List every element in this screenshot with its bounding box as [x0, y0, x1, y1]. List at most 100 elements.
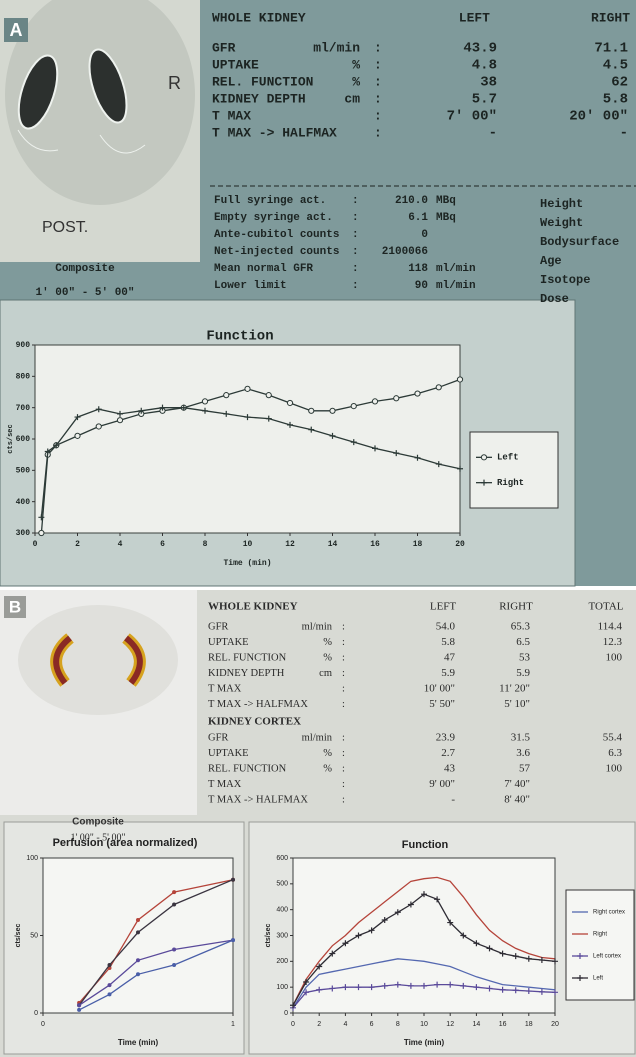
data-point — [77, 1003, 81, 1007]
y-tick-label: 500 — [276, 881, 288, 888]
panel-label: B — [9, 597, 21, 616]
separator-colon: : — [342, 668, 345, 679]
table-header: RIGHT — [591, 10, 630, 25]
scan-side: R — [168, 73, 181, 93]
y-tick-label: 0 — [34, 1010, 38, 1017]
info-label: Full syringe act. — [214, 195, 326, 207]
info-field: Isotope — [540, 273, 590, 287]
x-tick-label: 0 — [33, 540, 38, 549]
cell-value: 47 — [444, 652, 456, 664]
x-axis-label: Time (min) — [223, 559, 271, 568]
x-axis-label: Time (min) — [118, 1038, 159, 1047]
cell-value: 7' 00" — [447, 109, 497, 125]
cell-value: 2.7 — [441, 747, 455, 759]
cell-value: 7' 40" — [504, 778, 530, 790]
info-field: Age — [540, 254, 562, 268]
row-label: KIDNEY DEPTH — [212, 91, 306, 106]
cell-value: 100 — [606, 652, 623, 664]
row-label: T MAX — [208, 779, 242, 790]
scan-time: 1' 00" - 5' 00" — [35, 287, 134, 299]
chart-title: Function — [402, 839, 449, 851]
row-unit: ml/min — [313, 40, 360, 55]
separator-colon: : — [374, 40, 382, 55]
x-tick-label: 16 — [499, 1021, 507, 1028]
data-point — [309, 408, 314, 413]
data-point — [108, 983, 112, 987]
y-axis-label: cts/sec — [7, 424, 15, 453]
legend-label: Right — [497, 478, 524, 488]
cell-value: 100 — [606, 763, 623, 775]
data-point — [231, 878, 235, 882]
cell-value: 5.8 — [603, 92, 628, 108]
separator-colon: : — [374, 91, 382, 106]
y-tick-label: 100 — [276, 984, 288, 991]
x-tick-label: 6 — [370, 1021, 374, 1028]
info-value: 0 — [421, 229, 428, 241]
y-tick-label: 500 — [16, 466, 31, 475]
cell-value: 23.9 — [436, 732, 456, 744]
cell-value: 3.6 — [516, 747, 530, 759]
x-tick-label: 12 — [285, 540, 295, 549]
separator-colon: : — [342, 748, 345, 759]
x-tick-label: 20 — [455, 540, 465, 549]
row-unit: cm — [319, 668, 332, 679]
row-unit: ml/min — [302, 732, 333, 743]
y-tick-label: 200 — [276, 958, 288, 965]
scan-shadow — [18, 605, 178, 715]
separator-colon: : — [342, 652, 345, 663]
y-tick-label: 300 — [276, 932, 288, 939]
info-label: Net-injected counts — [214, 246, 339, 258]
row-label: UPTAKE — [212, 57, 259, 72]
row-label: REL. FUNCTION — [208, 763, 287, 774]
cell-value: 55.4 — [603, 732, 623, 744]
separator-colon: : — [352, 195, 359, 207]
row-unit: % — [323, 637, 332, 648]
data-point — [39, 530, 44, 535]
separator-colon: : — [342, 683, 345, 694]
cell-value: 62 — [611, 75, 628, 91]
table-header: KIDNEY CORTEX — [208, 716, 301, 728]
cell-value: 38 — [480, 75, 497, 91]
cell-value: 54.0 — [436, 621, 456, 633]
x-tick-label: 12 — [446, 1021, 454, 1028]
row-label: T MAX — [212, 108, 251, 123]
info-field: Dose — [540, 292, 569, 306]
table-header: WHOLE KIDNEY — [212, 10, 306, 25]
cell-value: - — [489, 126, 497, 142]
legend-box — [470, 432, 558, 508]
cell-value: 53 — [519, 652, 531, 664]
plot-area — [43, 858, 233, 1013]
row-label: GFR — [212, 40, 236, 55]
y-tick-label: 600 — [16, 435, 31, 444]
x-tick-label: 20 — [551, 1021, 559, 1028]
x-tick-label: 18 — [525, 1021, 533, 1028]
info-unit: MBq — [436, 195, 456, 207]
legend-label: Right — [593, 932, 607, 938]
data-point — [436, 385, 441, 390]
data-point — [330, 408, 335, 413]
separator-colon: : — [374, 57, 382, 72]
info-unit: ml/min — [436, 263, 476, 275]
separator-colon: : — [374, 125, 382, 140]
row-unit: cm — [344, 91, 360, 106]
cell-value: 20' 00" — [569, 109, 628, 125]
chart-title: Function — [206, 329, 273, 345]
info-value: 90 — [415, 280, 428, 292]
row-label: GFR — [208, 621, 228, 632]
row-unit: % — [323, 763, 332, 774]
table-header: LEFT — [430, 601, 457, 613]
row-unit: % — [323, 652, 332, 663]
data-point — [96, 424, 101, 429]
x-axis-label: Time (min) — [404, 1038, 445, 1047]
row-label: GFR — [208, 732, 228, 743]
separator-colon: : — [352, 212, 359, 224]
row-label: T MAX — [208, 683, 242, 694]
cell-value: 6.3 — [608, 747, 622, 759]
x-tick-label: 0 — [291, 1021, 295, 1028]
cell-value: 4.8 — [472, 58, 497, 74]
info-field: Weight — [540, 216, 583, 230]
scan-caption: Composite — [72, 817, 124, 828]
cell-value: 9' 00" — [429, 778, 455, 790]
cell-value: 5' 10" — [504, 698, 530, 710]
y-tick-label: 0 — [284, 1010, 288, 1017]
